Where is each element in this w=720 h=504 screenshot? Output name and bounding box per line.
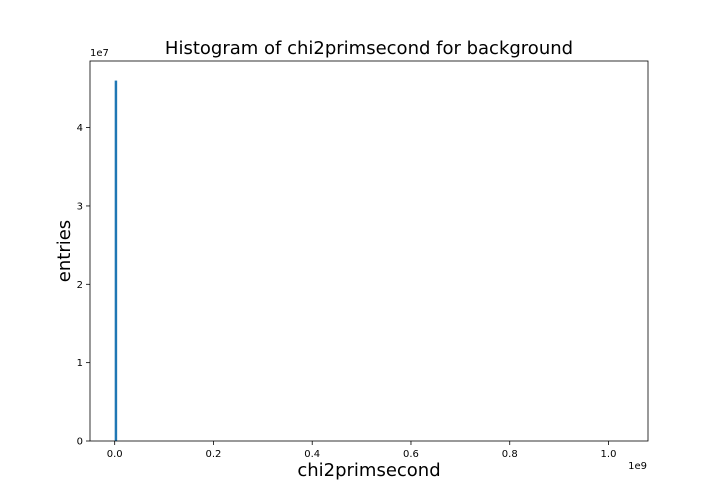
chart-marks — [114, 80, 118, 441]
y-tick-label: 3 — [77, 201, 83, 212]
chart-title: Histogram of chi2primsecond for backgrou… — [165, 38, 573, 59]
y-axis-label: entries — [54, 220, 75, 282]
x-tick-label: 0.6 — [403, 449, 419, 460]
y-tick-label: 2 — [77, 280, 83, 291]
y-axis-ticks: 0 1 2 3 4 — [77, 123, 90, 448]
x-tick-label: 0.8 — [502, 449, 518, 460]
y-axis-multiplier: 1e7 — [90, 48, 109, 59]
histogram-bar — [114, 80, 118, 441]
x-axis-label: chi2primsecond — [297, 460, 440, 481]
x-tick-label: 0.0 — [107, 449, 123, 460]
x-tick-label: 0.2 — [205, 449, 221, 460]
x-tick-label: 0.4 — [304, 449, 320, 460]
x-axis-multiplier: 1e9 — [628, 461, 647, 472]
y-tick-label: 1 — [77, 358, 83, 369]
x-tick-label: 1.0 — [601, 449, 617, 460]
y-tick-label: 4 — [77, 123, 83, 134]
x-axis-ticks: 0.0 0.2 0.4 0.6 0.8 1.0 — [107, 441, 617, 460]
y-tick-label: 0 — [77, 437, 83, 448]
plot-frame — [89, 60, 649, 442]
